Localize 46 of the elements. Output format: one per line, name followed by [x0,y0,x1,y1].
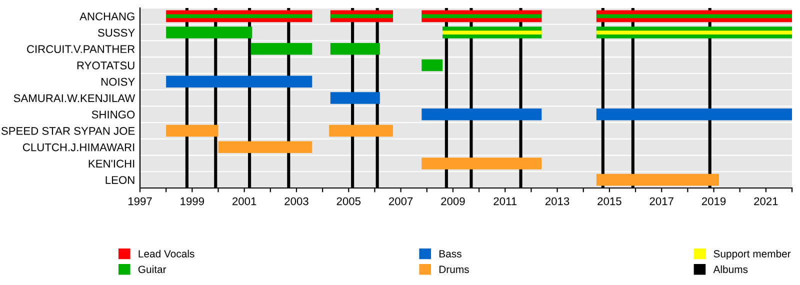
y-tick-label: ANCHANG [80,12,134,20]
y-tick-label: LEON [106,176,134,184]
x-tick-label: 1999 [180,197,204,206]
bar [596,174,719,186]
x-tick-label: 2009 [441,197,465,206]
bar [329,124,393,137]
legend-label: Support member [714,250,791,260]
legend-label: Drums [439,266,469,274]
legend-label: Bass [439,250,462,258]
bar [596,14,792,18]
y-tick-label: SUSSY [98,28,135,37]
legend-label: Guitar [138,265,166,274]
bar [596,108,792,120]
bar [166,124,218,137]
bar [250,43,312,55]
x-tick-label: 2005 [336,197,361,206]
bar [422,158,542,170]
bar [596,30,792,35]
x-tick-label: 2017 [650,197,674,206]
bar [442,30,542,35]
bar [166,76,312,88]
bar [422,108,542,120]
y-tick-label: KEN'ICHI [88,160,134,168]
x-tick-label: 2003 [284,197,308,206]
x-tick-label: 2011 [494,197,517,206]
bar [166,26,252,38]
legend-label: Albums [713,265,748,274]
y-tick-label: CIRCUIT.V.PANTHER [27,45,135,54]
x-tick-label: 2019 [702,197,726,206]
x-tick-label: 1997 [128,197,152,206]
x-tick-label: 2007 [389,197,413,206]
bar [422,59,443,72]
bar [218,141,312,153]
y-tick-label: SPEED STAR SYPAN JOE [1,126,135,135]
y-tick-label: CLUTCH.J.HIMAWARI [22,143,134,152]
legend-label: Lead Vocals [138,250,194,258]
x-tick-label: 2001 [232,197,256,206]
y-tick-label: SAMURAI.W.KENJILAW [14,94,136,102]
x-tick-label: 2021 [754,197,778,206]
y-tick-label: SHINGO [92,110,135,118]
y-tick-label: RYOTATSU [77,62,134,70]
bar [330,92,380,104]
x-tick-label: 2015 [598,197,622,206]
x-tick-label: 2013 [545,197,570,206]
bar [330,43,380,55]
y-tick-label: NOISY [101,78,135,86]
